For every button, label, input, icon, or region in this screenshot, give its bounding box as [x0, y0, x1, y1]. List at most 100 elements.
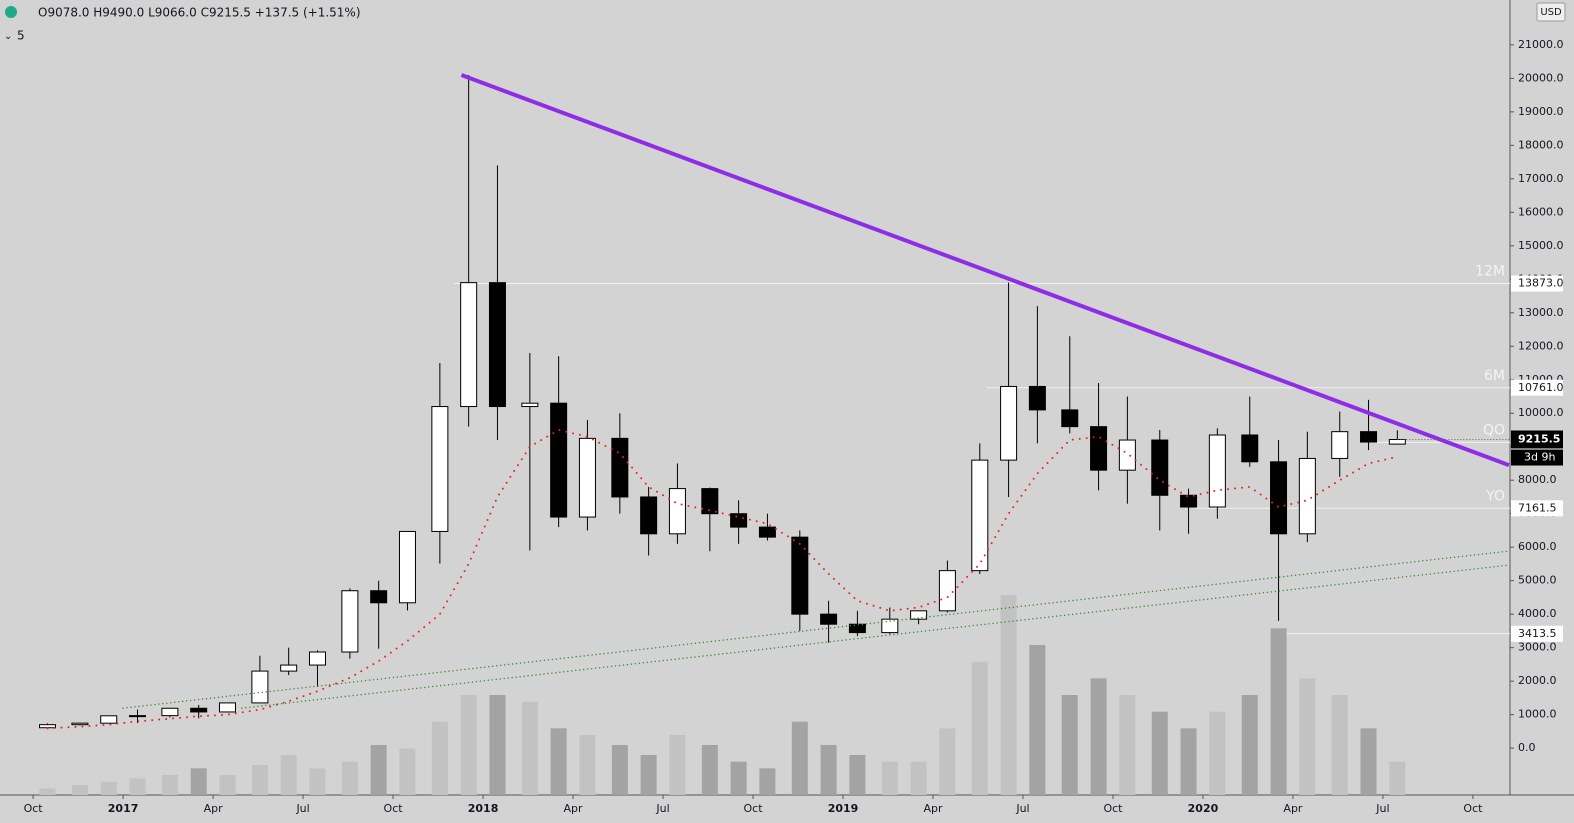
- volume-bar: [190, 768, 207, 795]
- candle-body: [521, 402, 539, 408]
- countdown-tag: [1511, 449, 1563, 466]
- volume-bar: [219, 775, 236, 795]
- volume-bar: [611, 745, 628, 795]
- volume-bar: [1061, 695, 1078, 795]
- volume-bar: [309, 768, 326, 795]
- volume-bar: [39, 788, 56, 795]
- volume-bar: [701, 745, 718, 795]
- volume-bar: [1029, 645, 1046, 795]
- y-tick-label: 1000.0: [1518, 708, 1557, 721]
- currency-badge[interactable]: [1536, 2, 1566, 22]
- volume-bar: [1270, 628, 1287, 795]
- candle-body: [1180, 494, 1198, 508]
- candle-body: [848, 623, 866, 634]
- level-tag-label: 7161.5: [1518, 501, 1557, 514]
- candle-body: [190, 707, 208, 713]
- candle-body: [280, 664, 298, 672]
- candle-body: [1061, 409, 1079, 428]
- level-name: QO: [1483, 422, 1505, 438]
- x-tick-label: Apr: [204, 802, 224, 815]
- level-tag-label: 3413.5: [1518, 627, 1557, 640]
- volume-bar: [71, 785, 88, 795]
- candle-body: [820, 613, 838, 625]
- x-tick-label: Oct: [1463, 802, 1483, 815]
- candle-body: [1028, 385, 1046, 411]
- x-tick-label: Jul: [1375, 802, 1389, 815]
- volume-bar: [129, 778, 146, 795]
- candle-body: [1000, 385, 1018, 461]
- symbol-icon[interactable]: [5, 6, 17, 18]
- candle-body: [730, 513, 748, 528]
- candle-body: [640, 496, 658, 535]
- candle-body: [668, 488, 686, 535]
- volume-bar: [971, 661, 988, 795]
- indicator-count[interactable]: 5: [17, 29, 25, 43]
- candle-body: [370, 590, 388, 604]
- volume-bar: [280, 755, 297, 795]
- countdown-label: 3d 9h: [1524, 451, 1555, 464]
- x-tick-label: Jul: [655, 802, 669, 815]
- level-tag-label: 13873.0: [1518, 277, 1564, 290]
- volume-bar: [521, 701, 538, 795]
- candle-body: [308, 651, 326, 666]
- level-tag: [1511, 379, 1563, 396]
- volume-bar: [730, 761, 747, 795]
- volume-bar: [791, 721, 808, 795]
- volume-bar: [550, 728, 567, 795]
- candle-body: [701, 488, 719, 515]
- level-tag-label: 10761.0: [1518, 381, 1564, 394]
- volume-bar: [881, 761, 898, 795]
- level-name: YO: [1485, 488, 1505, 504]
- candle-body: [1360, 431, 1378, 443]
- volume-bar: [370, 745, 387, 795]
- y-tick-label: 6000.0: [1518, 540, 1557, 553]
- y-tick-label: 17000.0: [1518, 172, 1564, 185]
- level-tag: [1511, 500, 1563, 517]
- y-tick-label: 4000.0: [1518, 607, 1557, 620]
- last-price-tag: [1511, 430, 1563, 449]
- volume-bar: [1151, 711, 1168, 795]
- volume-bar: [1241, 695, 1258, 795]
- volume-bar: [939, 728, 956, 795]
- support-line: [241, 564, 1510, 709]
- y-tick-label: 8000.0: [1518, 473, 1557, 486]
- candle-body: [1270, 461, 1288, 535]
- volume-bar: [460, 695, 477, 795]
- candle-body: [1331, 431, 1349, 459]
- level-tag: [1511, 275, 1563, 292]
- x-tick-label: Apr: [564, 802, 584, 815]
- trendline: [460, 73, 1510, 468]
- candle-body: [431, 406, 449, 532]
- candle-body: [251, 670, 269, 704]
- candle-body: [460, 282, 478, 408]
- y-tick-label: 10000.0: [1518, 406, 1564, 419]
- candle-body: [398, 530, 416, 604]
- support-line: [122, 550, 1510, 709]
- y-tick-label: 5000.0: [1518, 574, 1557, 587]
- candle-body: [1298, 457, 1316, 535]
- y-tick-label: 12000.0: [1518, 339, 1564, 352]
- volume-bar: [1119, 695, 1136, 795]
- candle-body: [71, 722, 89, 726]
- collapse-arrow[interactable]: ⌄: [4, 31, 12, 42]
- y-tick-label: 18000.0: [1518, 138, 1564, 151]
- ohlc-legend: O9078.0 H9490.0 L9066.0 C9215.5 +137.5 (…: [38, 6, 361, 20]
- y-tick-label: 15000.0: [1518, 239, 1564, 252]
- candle-body: [910, 610, 928, 620]
- volume-bar: [1299, 678, 1316, 795]
- level-name: 12M: [1475, 264, 1505, 280]
- x-tick-label: Oct: [24, 802, 44, 815]
- candle-body: [971, 459, 989, 572]
- volume-bar: [1360, 728, 1377, 795]
- candle-body: [791, 536, 809, 615]
- currency-label[interactable]: USD: [1540, 7, 1562, 18]
- candle-body: [341, 590, 359, 653]
- volume-bar: [161, 775, 178, 795]
- y-tick-label: 20000.0: [1518, 71, 1564, 84]
- volume-bar: [1331, 695, 1348, 795]
- candle-body: [758, 526, 776, 538]
- candle-body: [488, 282, 506, 408]
- volume-bar: [431, 721, 448, 795]
- volume-bar: [849, 755, 866, 795]
